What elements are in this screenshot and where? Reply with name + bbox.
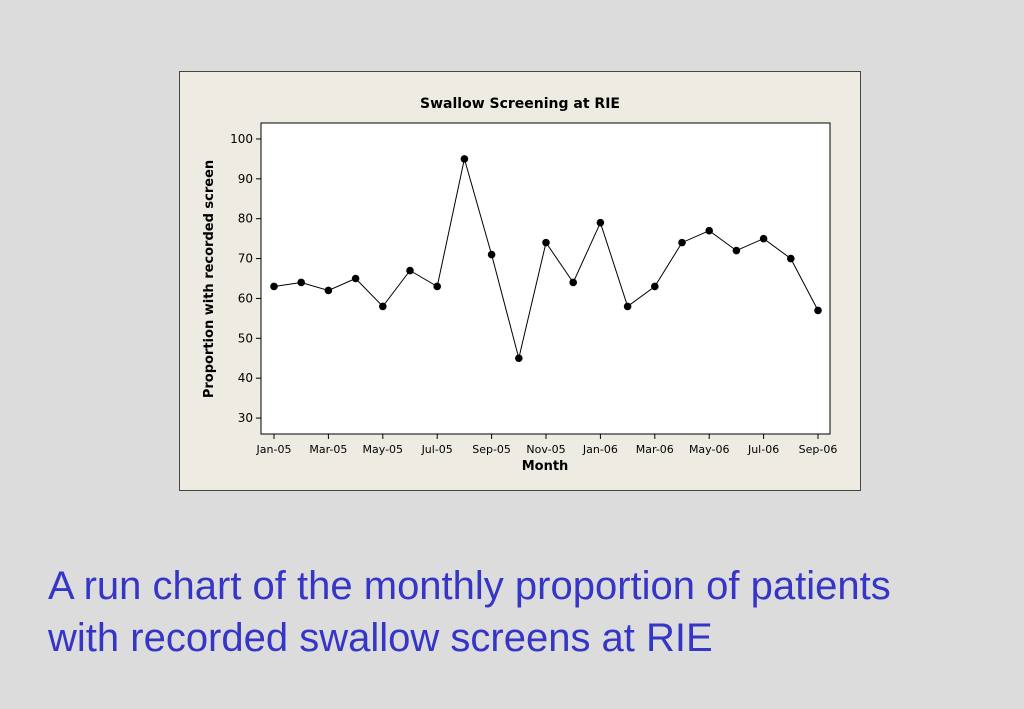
x-tick-label: Jul-06 [747,443,779,456]
y-tick-label: 80 [238,212,253,226]
data-point [351,274,360,283]
data-point [324,286,333,295]
x-tick-label: Jul-05 [421,443,453,456]
data-point [732,246,741,255]
x-axis-label: Month [522,459,569,474]
caption-line-1: A run chart of the monthly proportion of… [48,564,891,608]
data-point [705,226,713,235]
x-tick-label: May-05 [363,443,404,456]
data-point [814,306,822,315]
y-tick-label: 100 [230,132,253,146]
y-tick-label: 90 [238,172,253,186]
y-tick-label: 70 [238,252,253,266]
data-point [759,234,768,243]
data-point [678,238,686,247]
data-point [651,282,659,291]
data-point [787,254,795,263]
x-tick-label: May-06 [689,443,730,456]
data-point [487,250,496,259]
swallow-screening-chart: Swallow Screening at RIE 30 40 50 60 70 80 90 1… [202,96,838,474]
data-point [433,282,441,291]
y-tick-label: 40 [238,371,253,385]
x-tick-label: Mar-06 [636,443,674,456]
data-point [270,282,278,291]
data-point [460,155,469,163]
y-tick-label: 30 [238,411,253,425]
x-tick-label: Jan-06 [582,443,618,456]
data-point [297,278,305,287]
y-tick-label: 60 [238,291,253,305]
x-tick-label: Nov-05 [526,443,565,456]
data-point [406,266,414,275]
slide-caption: A run chart of the monthly proportion of… [48,560,1008,664]
x-tick-label: Sep-05 [472,443,511,456]
plot-area [260,122,831,435]
y-axis: 30 40 50 60 70 80 90 100 [230,132,261,425]
y-tick-label: 50 [238,331,253,345]
x-axis: Jan-05 Mar-05 May-05 Jul-05 Sep-05 Nov-05 Jan-… [256,434,838,456]
data-points [270,155,822,363]
data-point [379,302,387,311]
data-point [542,238,550,247]
y-axis-label: Proportion with recorded screen [202,160,217,398]
x-tick-label: Mar-05 [309,443,347,456]
data-point [569,278,577,287]
data-point [596,218,605,227]
chart-frame: Swallow Screening at RIE 30 40 50 60 70 80 90 1… [179,71,861,491]
x-tick-label: Sep-06 [799,443,838,456]
data-point [515,354,523,363]
data-point [623,302,632,311]
caption-line-2: with recorded swallow screens at RIE [48,616,713,660]
x-tick-label: Jan-05 [256,443,292,456]
chart-title: Swallow Screening at RIE [420,96,620,112]
